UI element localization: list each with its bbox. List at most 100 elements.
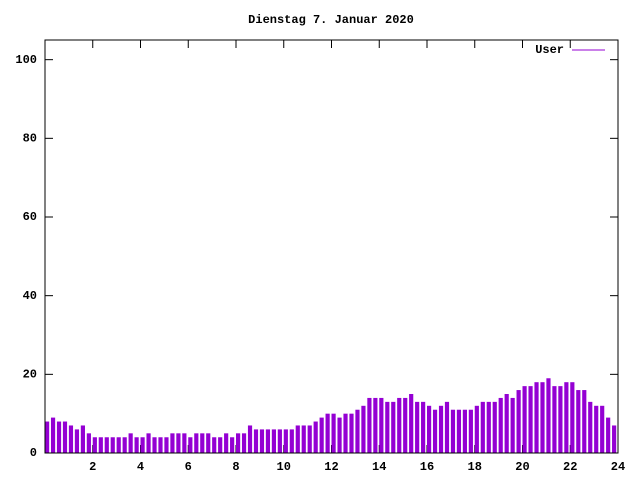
bar (313, 421, 318, 453)
bar (206, 433, 211, 453)
bar (468, 409, 473, 453)
bar (140, 437, 145, 453)
bar (176, 433, 181, 453)
bar (403, 397, 408, 453)
bar (194, 433, 199, 453)
bar (92, 437, 97, 453)
bar (540, 382, 545, 453)
bar (379, 397, 384, 453)
bar (134, 437, 139, 453)
bar (62, 421, 68, 453)
bar (504, 394, 509, 453)
bar (385, 401, 390, 453)
bar (570, 382, 575, 453)
x-tick-label: 6 (185, 460, 192, 474)
bar (104, 437, 109, 453)
bar (331, 413, 336, 453)
bar (486, 401, 491, 453)
bar (421, 401, 426, 453)
bar (582, 390, 587, 453)
y-tick-label: 100 (15, 53, 37, 67)
bar (528, 386, 533, 453)
chart-title: Dienstag 7. Januar 2020 (248, 13, 414, 27)
y-tick-label: 60 (23, 210, 37, 224)
bar (277, 429, 282, 453)
bar (588, 401, 593, 453)
bar (56, 421, 62, 453)
bar (98, 437, 103, 453)
bar (415, 401, 420, 453)
bar (86, 433, 91, 453)
bar (492, 401, 497, 453)
bar (409, 394, 414, 453)
bar (462, 409, 467, 453)
bar (45, 421, 50, 453)
y-tick-label: 40 (23, 289, 37, 303)
bar (116, 437, 121, 453)
bar (259, 429, 265, 453)
bar (74, 429, 80, 453)
x-tick-label: 22 (563, 460, 577, 474)
bar (474, 405, 479, 453)
bar (546, 378, 551, 453)
bar (432, 409, 438, 453)
bar (236, 433, 241, 453)
bar (158, 437, 163, 453)
bar (576, 390, 581, 453)
bar (498, 397, 503, 453)
x-tick-label: 24 (611, 460, 625, 474)
bar (594, 405, 599, 453)
bar (319, 417, 324, 453)
bar (361, 405, 366, 453)
bar (456, 409, 462, 453)
bar (289, 429, 294, 453)
bar (606, 417, 611, 453)
bar (516, 390, 521, 453)
bar (253, 429, 259, 453)
bar (212, 437, 217, 453)
bar (355, 409, 360, 453)
bar (122, 437, 127, 453)
bar (230, 437, 235, 453)
legend-label: User (535, 43, 564, 57)
x-tick-label: 12 (324, 460, 338, 474)
y-tick-label: 0 (30, 446, 37, 460)
x-tick-label: 4 (137, 460, 144, 474)
x-tick-label: 10 (277, 460, 291, 474)
bar (558, 386, 563, 453)
bar (283, 429, 288, 453)
bar (450, 409, 456, 453)
bar (241, 433, 247, 453)
bar (218, 437, 223, 453)
bar (373, 397, 378, 453)
bar (295, 425, 300, 453)
x-tick-label: 16 (420, 460, 434, 474)
bar (480, 401, 485, 453)
x-tick-label: 2 (89, 460, 96, 474)
bar (110, 437, 115, 453)
bar (224, 433, 229, 453)
bar (307, 425, 312, 453)
x-tick-label: 18 (468, 460, 482, 474)
bar (522, 386, 527, 453)
bar (600, 405, 605, 453)
bar (265, 429, 271, 453)
bar (146, 433, 151, 453)
y-tick-label: 20 (23, 368, 37, 382)
bar (391, 401, 396, 453)
bar (534, 382, 539, 453)
bar (367, 397, 372, 453)
bar (188, 437, 193, 453)
bar (444, 401, 450, 453)
bar (152, 437, 157, 453)
bar (397, 397, 402, 453)
x-tick-label: 8 (232, 460, 239, 474)
bar (200, 433, 205, 453)
y-tick-label: 80 (23, 132, 37, 146)
x-tick-label: 14 (372, 460, 386, 474)
bar (247, 425, 253, 453)
plot-border (44, 39, 619, 454)
bar (564, 382, 569, 453)
bar (337, 417, 342, 453)
bar (68, 425, 74, 453)
